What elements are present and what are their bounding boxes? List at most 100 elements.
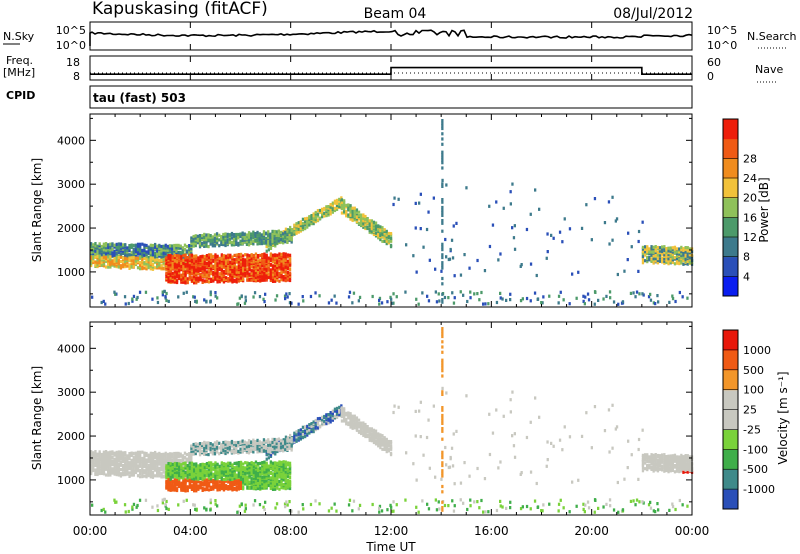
echo-cell (201, 488, 204, 492)
echo-cell (160, 457, 163, 461)
echo-cell (149, 256, 152, 260)
echo-cell (265, 238, 268, 242)
echo-cell (98, 259, 101, 263)
echo-cell (115, 471, 118, 475)
echo-cell (127, 301, 130, 306)
echo-cell (239, 475, 243, 479)
echo-cell (520, 263, 523, 267)
echo-cell (136, 452, 140, 456)
echo-cell (370, 436, 373, 440)
echo-cell (134, 250, 138, 254)
echo-cell (673, 245, 677, 249)
echo-cell (617, 302, 620, 306)
echo-cell (136, 474, 140, 478)
echo-cell (351, 423, 354, 427)
echo-cell (136, 252, 140, 256)
echo-cell (327, 205, 330, 209)
echo-cell (226, 448, 229, 452)
echo-cell (205, 256, 209, 260)
echo-cell (164, 250, 167, 254)
echo-cell (151, 470, 155, 474)
echo-cell (244, 263, 247, 267)
echo-cell (243, 238, 246, 242)
echo-cell (190, 461, 194, 465)
echo-cell (162, 456, 165, 460)
echo-cell (193, 486, 196, 490)
echo-cell (195, 473, 198, 477)
nsky-tick-top: 10^5 (56, 24, 86, 37)
echo-cell (364, 425, 367, 429)
echo-cell (104, 450, 108, 454)
echo-cell (603, 221, 607, 225)
echo-cell (265, 257, 268, 261)
echo-cell (242, 266, 245, 270)
echo-cell (233, 261, 236, 265)
echo-cell (218, 256, 221, 260)
echo-cell (222, 466, 226, 470)
echo-cell (276, 461, 279, 465)
echo-cell (210, 463, 213, 467)
echo-cell (122, 251, 125, 255)
echo-cell (143, 469, 146, 473)
echo-cell (98, 245, 101, 249)
echo-cell (271, 487, 275, 491)
colorbar-segment (723, 237, 738, 258)
echo-cell (278, 261, 281, 265)
echo-cell (607, 200, 611, 204)
echo-cell (276, 270, 279, 274)
echo-cell (511, 182, 514, 186)
echo-cell (331, 204, 334, 208)
echo-cell (196, 447, 199, 451)
echo-cell (379, 229, 382, 233)
echo-cell (276, 478, 279, 482)
echo-cell (168, 456, 172, 461)
echo-cell (295, 224, 298, 228)
echo-cell (269, 256, 272, 260)
echo-cell (519, 264, 522, 268)
echo-cell (260, 242, 263, 246)
echo-cell (175, 263, 179, 267)
echo-cell (227, 485, 230, 489)
echo-cell (312, 422, 315, 426)
echo-cell (109, 265, 112, 269)
echo-cell (164, 454, 167, 458)
echo-cell (195, 277, 198, 281)
echo-cell (650, 247, 653, 251)
echo-cell (230, 236, 234, 240)
echo-cell (178, 265, 181, 270)
echo-cell (162, 463, 165, 467)
echo-cell (246, 267, 249, 271)
echo-cell (113, 254, 116, 258)
echo-cell (246, 253, 249, 257)
echo-cell (126, 252, 129, 256)
echo-cell (340, 404, 343, 408)
echo-cell (228, 239, 231, 243)
echo-cell (117, 259, 120, 263)
echo-cell (209, 293, 212, 297)
echo-cell (218, 263, 221, 267)
echo-cell (209, 447, 212, 452)
echo-cell (284, 255, 287, 259)
echo-cell (280, 486, 283, 490)
echo-cell (149, 464, 152, 468)
echo-cell (154, 459, 157, 463)
echo-cell (117, 467, 120, 471)
echo-cell (220, 235, 223, 239)
echo-cell (575, 296, 578, 300)
echo-cell (288, 484, 292, 488)
echo-cell (96, 244, 99, 248)
echo-cell (130, 245, 133, 249)
echo-cell (278, 279, 281, 283)
echo-cell (134, 251, 138, 255)
echo-cell (349, 204, 352, 208)
echo-cell (167, 254, 170, 258)
echo-cell (126, 260, 129, 264)
echo-cell (227, 480, 230, 484)
echo-cell (167, 277, 170, 281)
echo-cell (656, 256, 660, 261)
echo-cell (128, 244, 131, 248)
echo-cell (447, 296, 450, 300)
echo-cell (156, 471, 159, 476)
echo-cell (248, 485, 251, 490)
echo-cell (100, 452, 103, 457)
